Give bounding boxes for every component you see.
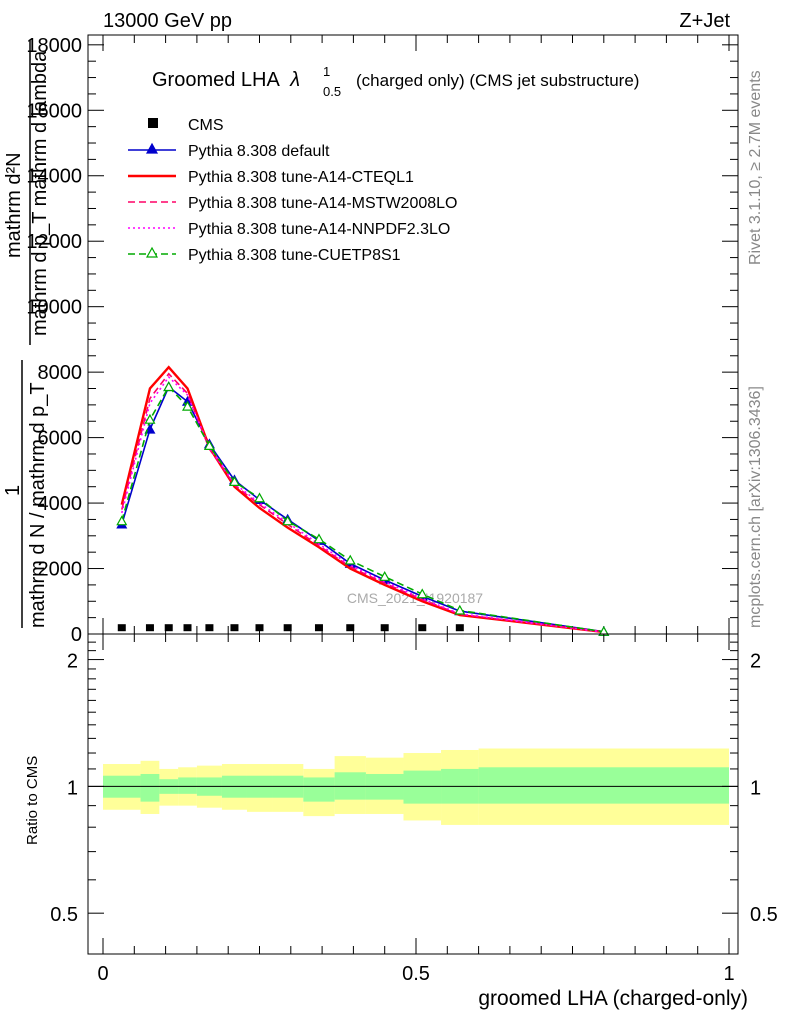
chart-title-lambda: λ [289, 69, 300, 91]
ratio-y-tick-label: 1 [67, 777, 78, 799]
series-point [282, 515, 294, 526]
y-tick-label: 6000 [38, 428, 83, 450]
legend-label: Pythia 8.308 tune-A14-CTEQL1 [188, 169, 414, 186]
cms-point [230, 624, 239, 632]
cms-point [314, 624, 323, 632]
y-tick-label: 16000 [26, 100, 82, 122]
ratio-frame [87, 633, 739, 955]
ratio-y-tick-label: 0.5 [50, 904, 78, 926]
y-tick-label: 0 [71, 624, 82, 646]
main-frame [87, 34, 739, 635]
series-point [313, 533, 325, 544]
chart-title-main: Groomed LHA [152, 69, 280, 91]
legend-label: Pythia 8.308 default [188, 143, 330, 160]
ratio-band-segment [303, 777, 335, 802]
main-y-label: mathrm d²N mathrm d p_T mathrm d lambda … [2, 40, 51, 628]
x-tick-label: 0 [97, 963, 108, 985]
legend-label: Pythia 8.308 tune-A14-MSTW2008LO [188, 195, 457, 212]
main-series-layer [116, 365, 610, 636]
series-point [144, 423, 156, 434]
mcplots-label: mcplots.cern.ch [arXiv:1306.3436] [747, 386, 764, 628]
cms-point [145, 624, 154, 632]
series-point [454, 604, 466, 615]
series-line [121, 372, 604, 633]
chart-title-sup: 1 [323, 64, 330, 79]
cms-point [183, 624, 192, 632]
energy-label: 13000 GeV pp [103, 10, 232, 32]
series-point [144, 413, 156, 424]
y-tick-label: 14000 [26, 166, 82, 188]
series-line [120, 365, 604, 634]
chart-title-rest: (charged only) (CMS jet substructure) [356, 71, 639, 90]
y-tick-label: 18000 [26, 35, 82, 57]
legend-swatch-marker [145, 142, 159, 154]
x-tick-label: 0.5 [402, 963, 430, 985]
cms-point [164, 624, 173, 632]
y-tick-label: 2000 [38, 559, 83, 581]
x-tick-label: 1 [723, 963, 734, 985]
chart-title: Groomed LHA λ [152, 69, 300, 91]
y-label-line-4: mathrm d N / mathrm d p_T [27, 382, 49, 628]
cms-point [117, 624, 126, 632]
series-point [379, 570, 391, 581]
cms-point [255, 624, 264, 632]
legend-swatch-marker [145, 246, 159, 258]
cms-point [283, 624, 292, 632]
series-point [228, 476, 240, 486]
ratio-band-segment [403, 770, 442, 804]
ratio-y-tick-label: 2 [67, 651, 78, 673]
cms-point [205, 624, 214, 632]
series-point [253, 492, 266, 503]
y-tick-label: 8000 [38, 362, 83, 384]
cms-point [346, 624, 355, 632]
ratio-y-tick-label-right: 1 [750, 777, 761, 799]
ratio-panel: 0.5 0.5 1 1 2 2 0 0.5 1 Ratio to CMS groomed LHA… [24, 633, 778, 1010]
ratio-y-tick-label-right: 2 [750, 651, 761, 673]
series-line [121, 375, 604, 633]
series-point [116, 515, 128, 526]
y-tick-label: 12000 [26, 231, 82, 253]
series-point [181, 400, 194, 411]
ratio-band-segment [478, 767, 729, 804]
series-point [344, 554, 356, 565]
series-point [203, 440, 215, 450]
legend: CMS Pythia 8.308 default Pythia 8.308 tune… [128, 117, 457, 264]
y-tick-label: 10000 [26, 297, 82, 319]
chart-title-sub: 0.5 [323, 84, 341, 99]
main-ticks: 0 2000 4000 6000 8000 10000 12000 14000 16000 180… [26, 35, 738, 646]
ratio-band-segment [140, 773, 160, 802]
ratio-band-segment [178, 777, 197, 794]
series-point [163, 381, 175, 392]
y-label-line-2: mathrm d p_T mathrm d lambda [29, 50, 51, 336]
ratio-y-tick-label-right: 0.5 [750, 904, 778, 926]
y-tick-label: 4000 [38, 493, 83, 515]
y-label-line-3: 1 [2, 485, 24, 496]
process-label: Z+Jet [679, 10, 730, 32]
cms-markers [117, 624, 464, 632]
legend-swatch-cms [148, 118, 158, 128]
rivet-label: Rivet 3.1.10, ≥ 2.7M events [747, 70, 764, 265]
x-axis-label: groomed LHA (charged-only) [478, 987, 748, 1010]
legend-label: Pythia 8.308 tune-A14-NNPDF2.3LO [188, 221, 450, 238]
cms-point [380, 624, 389, 632]
main-panel: 0 2000 4000 6000 8000 10000 12000 14000 16000 180… [2, 34, 739, 646]
ratio-ticks: 0.5 0.5 1 1 2 2 0 0.5 1 [50, 634, 778, 985]
cms-point [455, 624, 464, 632]
y-label-line-1: mathrm d²N [3, 152, 25, 258]
cms-point [418, 624, 427, 632]
series-point [416, 588, 428, 599]
ratio-y-label: Ratio to CMS [24, 756, 41, 845]
legend-label: Pythia 8.308 tune-CUETP8S1 [188, 247, 401, 264]
legend-label: CMS [188, 117, 224, 134]
